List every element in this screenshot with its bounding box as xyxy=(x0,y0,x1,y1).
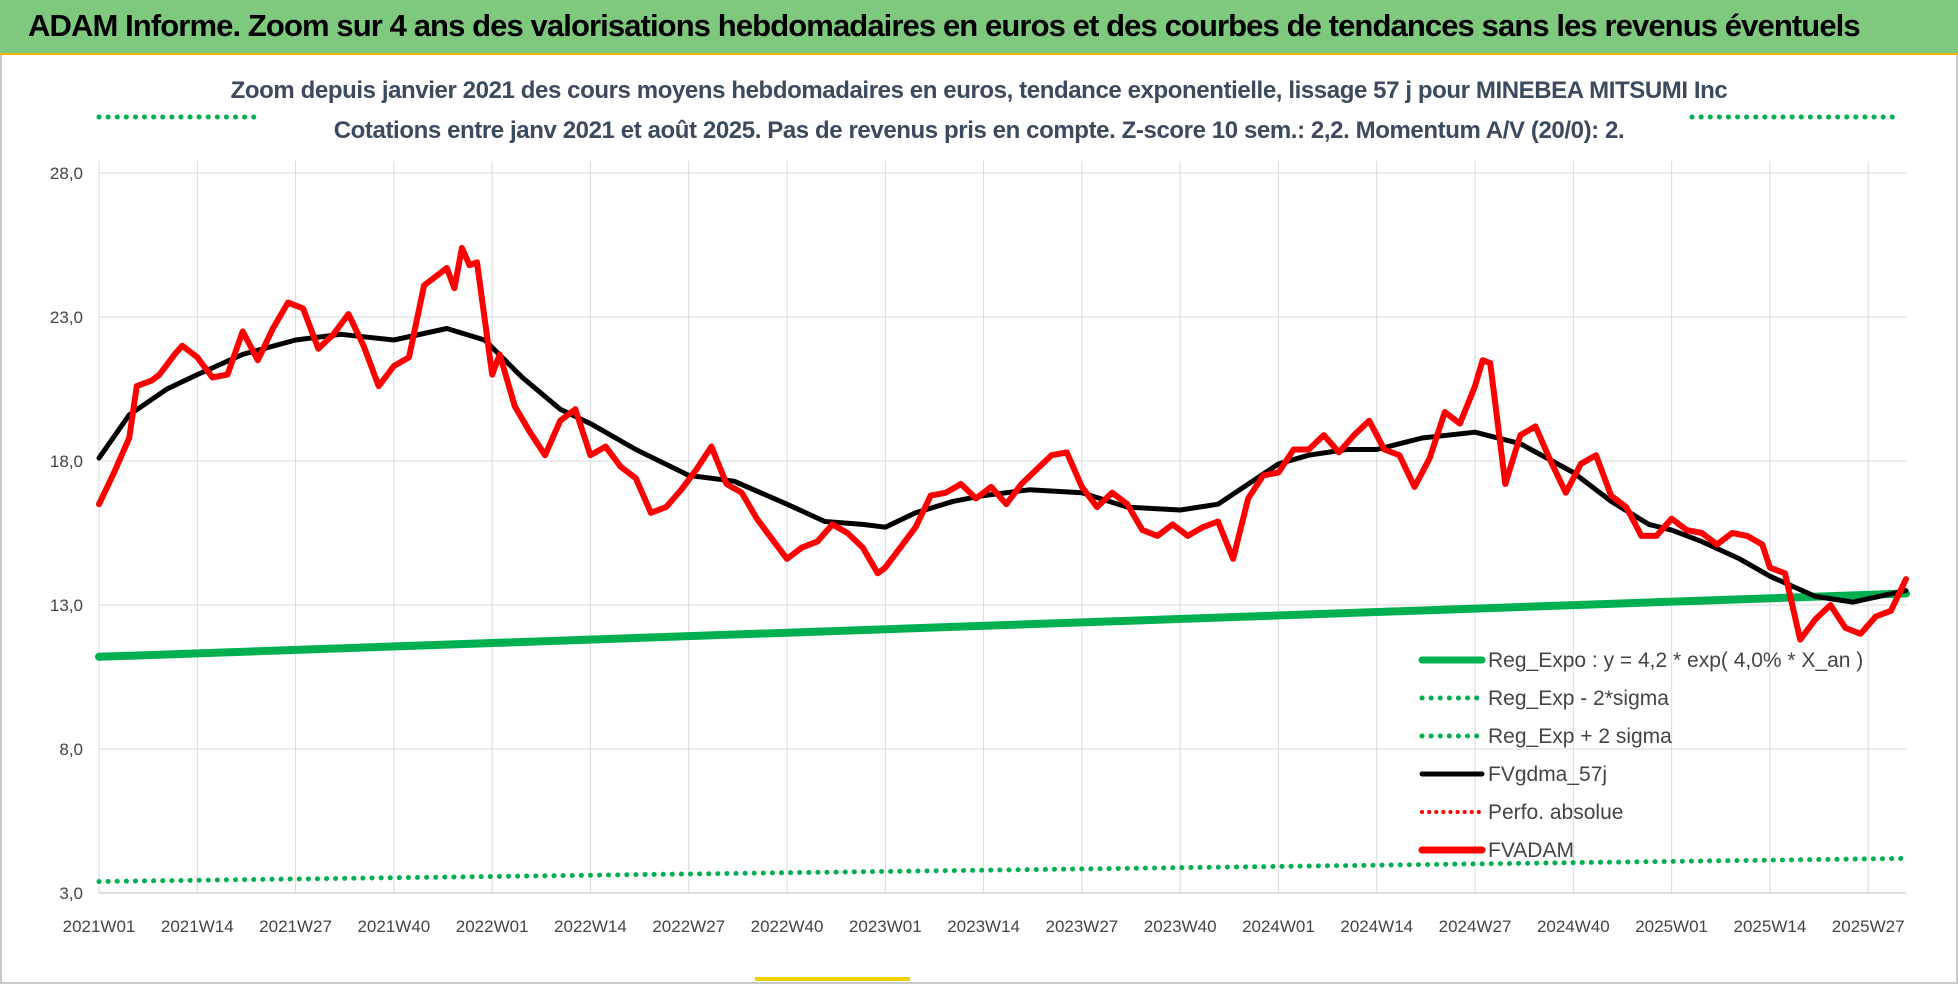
legend-reg-upper-label: Reg_Exp + 2 sigma xyxy=(1488,725,1672,748)
chart-axes: 3,0 8,0 13,0 18,0 23,0 28,0 2021W01 2021W14 2021… xyxy=(50,164,1906,936)
x-tick-label: 2021W14 xyxy=(161,917,234,936)
y-tick-label: 18,0 xyxy=(50,452,83,471)
y-tick-label: 23,0 xyxy=(50,308,83,327)
legend-reg-lower-label: Reg_Exp - 2*sigma xyxy=(1488,687,1669,710)
legend-price-label: FVADAM xyxy=(1488,839,1574,862)
report-title: ADAM Informe. Zoom sur 4 ans des valoris… xyxy=(28,8,1861,43)
legend-reg-expo-label: Reg_Expo : y = 4,2 * exp( 4,0% * X_an ) xyxy=(1488,649,1863,672)
x-tick-label: 2022W27 xyxy=(652,917,725,936)
x-tick-label: 2024W01 xyxy=(1242,917,1315,936)
chart-series xyxy=(95,114,1910,884)
x-tick-label: 2021W27 xyxy=(259,917,332,936)
price-line xyxy=(96,244,1909,643)
x-tick-label: 2023W27 xyxy=(1045,917,1118,936)
x-tick-label: 2025W27 xyxy=(1832,917,1905,936)
x-tick-label: 2023W14 xyxy=(947,917,1020,936)
x-tick-label: 2023W40 xyxy=(1144,917,1217,936)
x-tick-label: 2025W01 xyxy=(1635,917,1708,936)
reg-expo-line xyxy=(95,589,1910,661)
chart-legend: Reg_Expo : y = 4,2 * exp( 4,0% * X_an ) R… xyxy=(1418,649,1863,862)
x-tick-label: 2022W40 xyxy=(751,917,824,936)
legend-perfo-label: Perfo. absolue xyxy=(1488,801,1623,824)
x-tick-label: 2022W14 xyxy=(554,917,627,936)
x-tick-label: 2021W40 xyxy=(357,917,430,936)
x-tick-label: 2025W14 xyxy=(1734,917,1807,936)
x-tick-label: 2021W01 xyxy=(63,917,136,936)
y-tick-label: 8,0 xyxy=(59,740,83,759)
chart-subtitle-2: Cotations entre janv 2021 et août 2025. … xyxy=(333,117,1625,144)
y-tick-label: 3,0 xyxy=(59,884,83,903)
x-tick-label: 2023W01 xyxy=(849,917,922,936)
x-tick-label: 2024W14 xyxy=(1340,917,1413,936)
lower-band-line xyxy=(96,855,1909,884)
x-tick-label: 2024W40 xyxy=(1537,917,1610,936)
y-tick-label: 28,0 xyxy=(50,164,83,183)
x-tick-label: 2022W01 xyxy=(456,917,529,936)
bottom-accent-bar xyxy=(755,977,910,981)
legend-smoothed-label: FVgdma_57j xyxy=(1488,763,1607,786)
report-header: ADAM Informe. Zoom sur 4 ans des valoris… xyxy=(0,0,1958,55)
chart-subtitle-1: Zoom depuis janvier 2021 des cours moyen… xyxy=(230,77,1728,104)
y-tick-label: 13,0 xyxy=(50,596,83,615)
x-tick-label: 2024W27 xyxy=(1439,917,1512,936)
